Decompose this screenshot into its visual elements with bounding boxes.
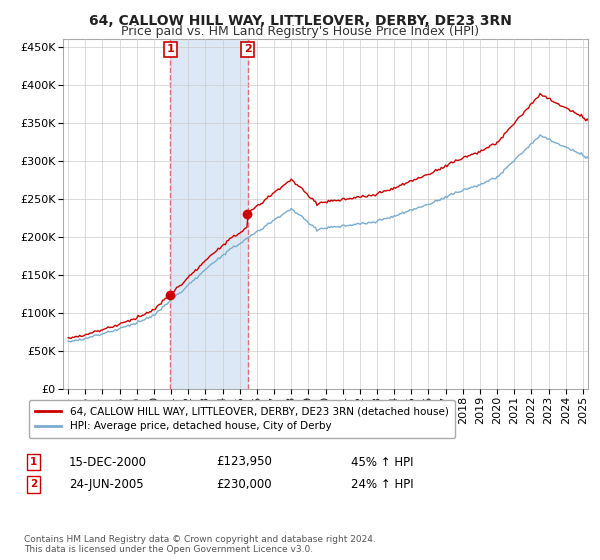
Text: 45% ↑ HPI: 45% ↑ HPI [351, 455, 413, 469]
Text: £230,000: £230,000 [216, 478, 272, 491]
Legend: 64, CALLOW HILL WAY, LITTLEOVER, DERBY, DE23 3RN (detached house), HPI: Average : 64, CALLOW HILL WAY, LITTLEOVER, DERBY, … [29, 400, 455, 438]
Text: 15-DEC-2000: 15-DEC-2000 [69, 455, 147, 469]
Text: Contains HM Land Registry data © Crown copyright and database right 2024.
This d: Contains HM Land Registry data © Crown c… [24, 535, 376, 554]
Text: 64, CALLOW HILL WAY, LITTLEOVER, DERBY, DE23 3RN: 64, CALLOW HILL WAY, LITTLEOVER, DERBY, … [89, 14, 511, 28]
Bar [170, 39, 248, 389]
Text: £123,950: £123,950 [216, 455, 272, 469]
Text: 1: 1 [166, 44, 174, 54]
Text: Price paid vs. HM Land Registry's House Price Index (HPI): Price paid vs. HM Land Registry's House … [121, 25, 479, 38]
Text: 24% ↑ HPI: 24% ↑ HPI [351, 478, 413, 491]
Text: 1: 1 [30, 457, 37, 467]
Text: 24-JUN-2005: 24-JUN-2005 [69, 478, 143, 491]
Text: 2: 2 [30, 479, 37, 489]
Text: 2: 2 [244, 44, 251, 54]
